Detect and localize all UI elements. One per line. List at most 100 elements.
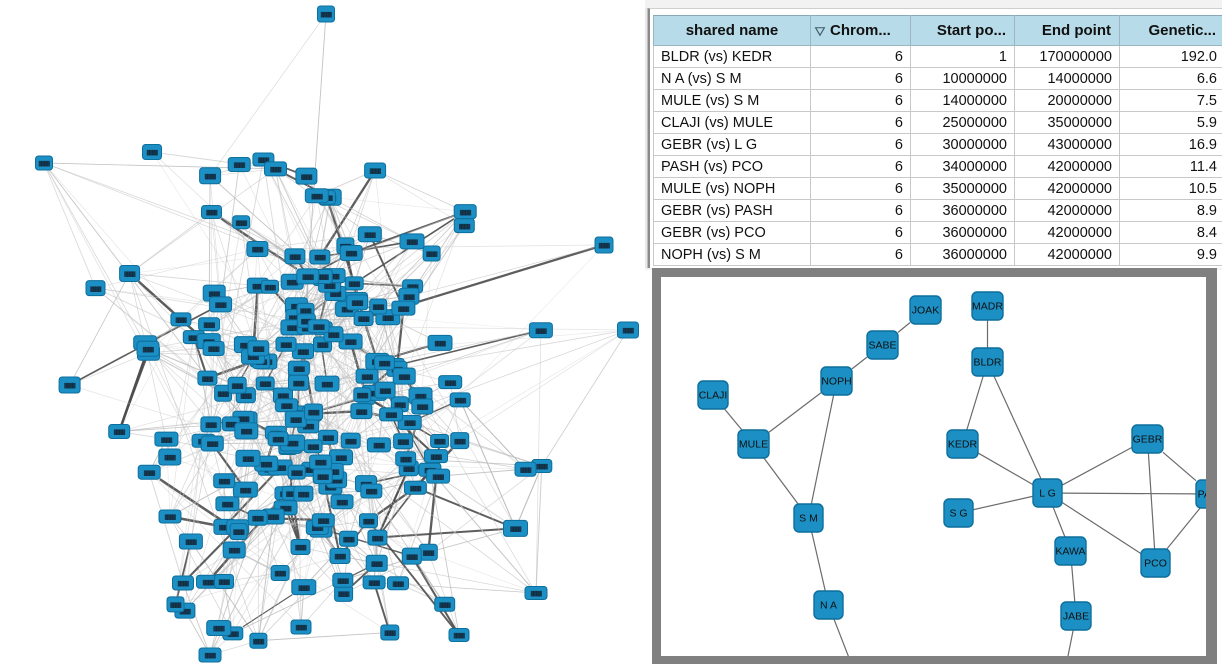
network-edge[interactable] [396,314,404,362]
network-edge[interactable] [763,457,799,505]
network-edge[interactable] [404,332,530,365]
network-node[interactable] [137,464,161,480]
network-node[interactable] [197,370,218,386]
network-edge[interactable] [80,387,310,460]
network-node[interactable] [200,416,222,433]
network-node[interactable] [528,322,553,339]
network-node[interactable]: NOPH [820,366,853,396]
network-edge[interactable] [430,560,457,629]
network-edge[interactable] [811,531,826,592]
network-node[interactable] [201,205,222,219]
network-edge[interactable] [175,522,185,535]
network-edge[interactable] [379,465,404,531]
network-node[interactable]: JABE [1060,601,1092,631]
network-node[interactable] [304,188,329,204]
network-edge[interactable] [308,285,319,304]
network-edge[interactable] [242,594,293,628]
network-edge[interactable] [183,165,263,577]
column-header-genetic[interactable]: Genetic... [1119,15,1222,46]
network-node[interactable] [379,407,404,422]
network-edge[interactable] [1071,564,1076,603]
network-node[interactable] [448,628,470,642]
network-node[interactable] [295,167,318,185]
network-edge[interactable] [724,408,743,431]
network-node[interactable] [503,519,528,537]
network-edge[interactable] [368,218,463,476]
node-shape[interactable] [737,429,770,459]
network-node[interactable]: S M [793,503,824,533]
network-edge[interactable] [224,588,233,627]
network-edge[interactable] [378,369,384,383]
network-edge[interactable] [415,563,457,630]
network-edge[interactable] [236,218,462,628]
data-table[interactable]: shared name ▽ Chrom... Start po... End po… [653,15,1222,266]
network-node[interactable] [264,161,287,177]
network-edge[interactable] [378,465,399,485]
network-node[interactable]: GEBR [1131,424,1164,454]
network-edge[interactable] [1052,506,1066,538]
node-shape[interactable] [1131,424,1164,454]
network-node[interactable] [339,530,359,547]
network-node[interactable] [395,451,417,467]
network-edge[interactable] [122,325,178,425]
network-node[interactable] [108,424,131,439]
table-row[interactable]: N A (vs) S M 6 10000000 14000000 6.6 [653,67,1222,90]
network-edge[interactable] [185,589,208,649]
network-node[interactable]: KEDR [946,429,979,459]
network-edge[interactable] [386,528,504,538]
network-edge[interactable] [220,169,265,176]
node-shape[interactable] [1032,478,1063,508]
network-edge[interactable] [768,392,822,433]
network-edge[interactable] [299,499,316,514]
network-edge[interactable] [535,472,542,587]
network-node[interactable] [399,233,425,250]
network-edge[interactable] [545,337,624,460]
network-edge[interactable] [352,567,367,576]
network-node[interactable] [329,548,351,564]
network-edge[interactable] [329,497,363,524]
network-edge[interactable] [80,356,138,382]
network-edge[interactable] [174,263,291,450]
network-edge[interactable] [258,523,273,634]
column-header-shared-name[interactable]: shared name [653,15,811,46]
network-node[interactable] [427,334,453,351]
network-node[interactable]: MULE [737,429,770,459]
network-edge[interactable] [993,375,1042,480]
network-node[interactable] [332,572,354,588]
network-edge[interactable] [231,466,240,475]
network-edge[interactable] [851,356,868,370]
network-edge[interactable] [432,333,618,403]
network-edge[interactable] [156,356,224,418]
network-edge[interactable] [307,554,337,586]
network-node[interactable] [209,296,233,313]
network-edge[interactable] [356,545,368,556]
node-shape[interactable] [1140,548,1171,578]
network-edge[interactable] [303,283,317,299]
network-node[interactable] [284,248,306,265]
network-edge[interactable] [218,202,313,342]
network-edge[interactable] [242,584,334,629]
network-node[interactable] [142,144,162,160]
network-edge[interactable] [292,479,296,487]
network-node[interactable] [293,485,314,502]
network-edge[interactable] [139,175,266,267]
table-row[interactable]: MULE (vs) S M 6 14000000 20000000 7.5 [653,89,1222,112]
network-edge[interactable] [333,205,395,362]
network-edge[interactable] [421,425,532,464]
network-node[interactable]: N A [813,590,844,620]
network-node[interactable] [360,483,383,499]
network-edge[interactable] [216,337,532,576]
node-shape[interactable] [813,590,844,620]
network-node[interactable] [346,294,369,311]
network-edge[interactable] [833,618,853,656]
network-edge[interactable] [220,642,251,653]
network-node[interactable] [449,392,471,408]
network-node[interactable] [214,574,234,589]
network-edge[interactable] [388,346,429,359]
network-edge[interactable] [1061,501,1142,555]
network-edge[interactable] [393,420,401,434]
table-scrollbar-edge[interactable] [645,8,648,268]
network-edge[interactable] [221,217,286,252]
network-edge[interactable] [972,495,1034,511]
